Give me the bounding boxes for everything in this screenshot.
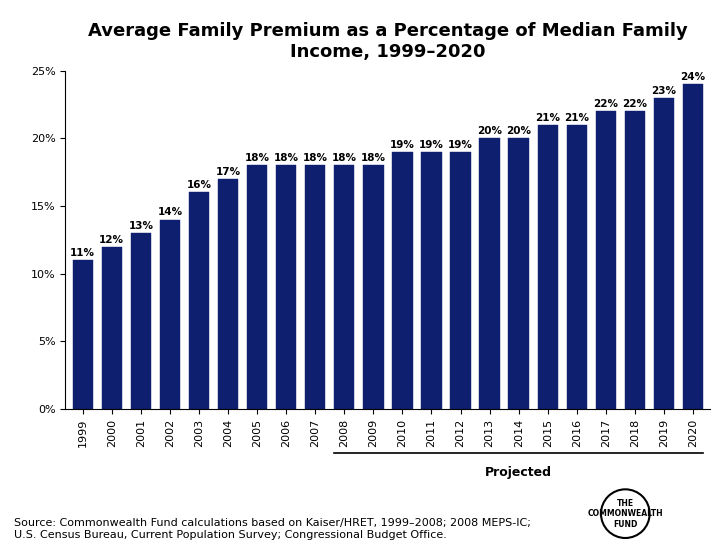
Text: 18%: 18% [332,154,357,164]
Text: 18%: 18% [361,154,386,164]
Bar [537,125,558,409]
Bar [421,152,442,409]
Bar [596,111,616,409]
Text: 23%: 23% [652,86,676,96]
Bar [218,179,239,409]
Text: 12%: 12% [99,234,124,245]
Text: 13%: 13% [128,221,153,231]
Bar [567,125,587,409]
Bar [102,246,122,409]
Text: 24%: 24% [681,72,705,82]
Text: 21%: 21% [535,113,560,123]
Text: 19%: 19% [390,140,415,150]
Bar [160,220,180,409]
Text: Projected: Projected [485,466,552,479]
Text: 20%: 20% [477,126,502,136]
Bar [479,138,500,409]
Bar [683,84,703,409]
Bar [247,166,268,409]
Text: 11%: 11% [70,248,95,258]
Text: 18%: 18% [244,154,270,164]
Bar [392,152,413,409]
Text: THE
COMMONWEALTH
FUND: THE COMMONWEALTH FUND [587,499,663,529]
Text: 21%: 21% [564,113,589,123]
Bar [450,152,471,409]
Title: Average Family Premium as a Percentage of Median Family
Income, 1999–2020: Average Family Premium as a Percentage o… [88,22,688,61]
Text: 20%: 20% [506,126,531,136]
Bar [625,111,645,409]
Bar [334,166,355,409]
Bar [188,192,209,409]
Text: 19%: 19% [448,140,473,150]
Bar [276,166,297,409]
Text: 18%: 18% [303,154,328,164]
Text: 22%: 22% [623,99,647,110]
Text: 14%: 14% [157,208,183,217]
Text: 16%: 16% [186,180,212,190]
Bar [508,138,529,409]
Text: 19%: 19% [419,140,444,150]
Text: 18%: 18% [273,154,299,164]
Bar [363,166,384,409]
Text: 17%: 17% [215,167,241,177]
Text: 22%: 22% [593,99,618,110]
Bar [130,233,151,409]
Text: Source: Commonwealth Fund calculations based on Kaiser/HRET, 1999–2008; 2008 MEP: Source: Commonwealth Fund calculations b… [14,518,531,540]
Bar [305,166,326,409]
Bar [72,260,93,409]
Bar [654,98,674,409]
